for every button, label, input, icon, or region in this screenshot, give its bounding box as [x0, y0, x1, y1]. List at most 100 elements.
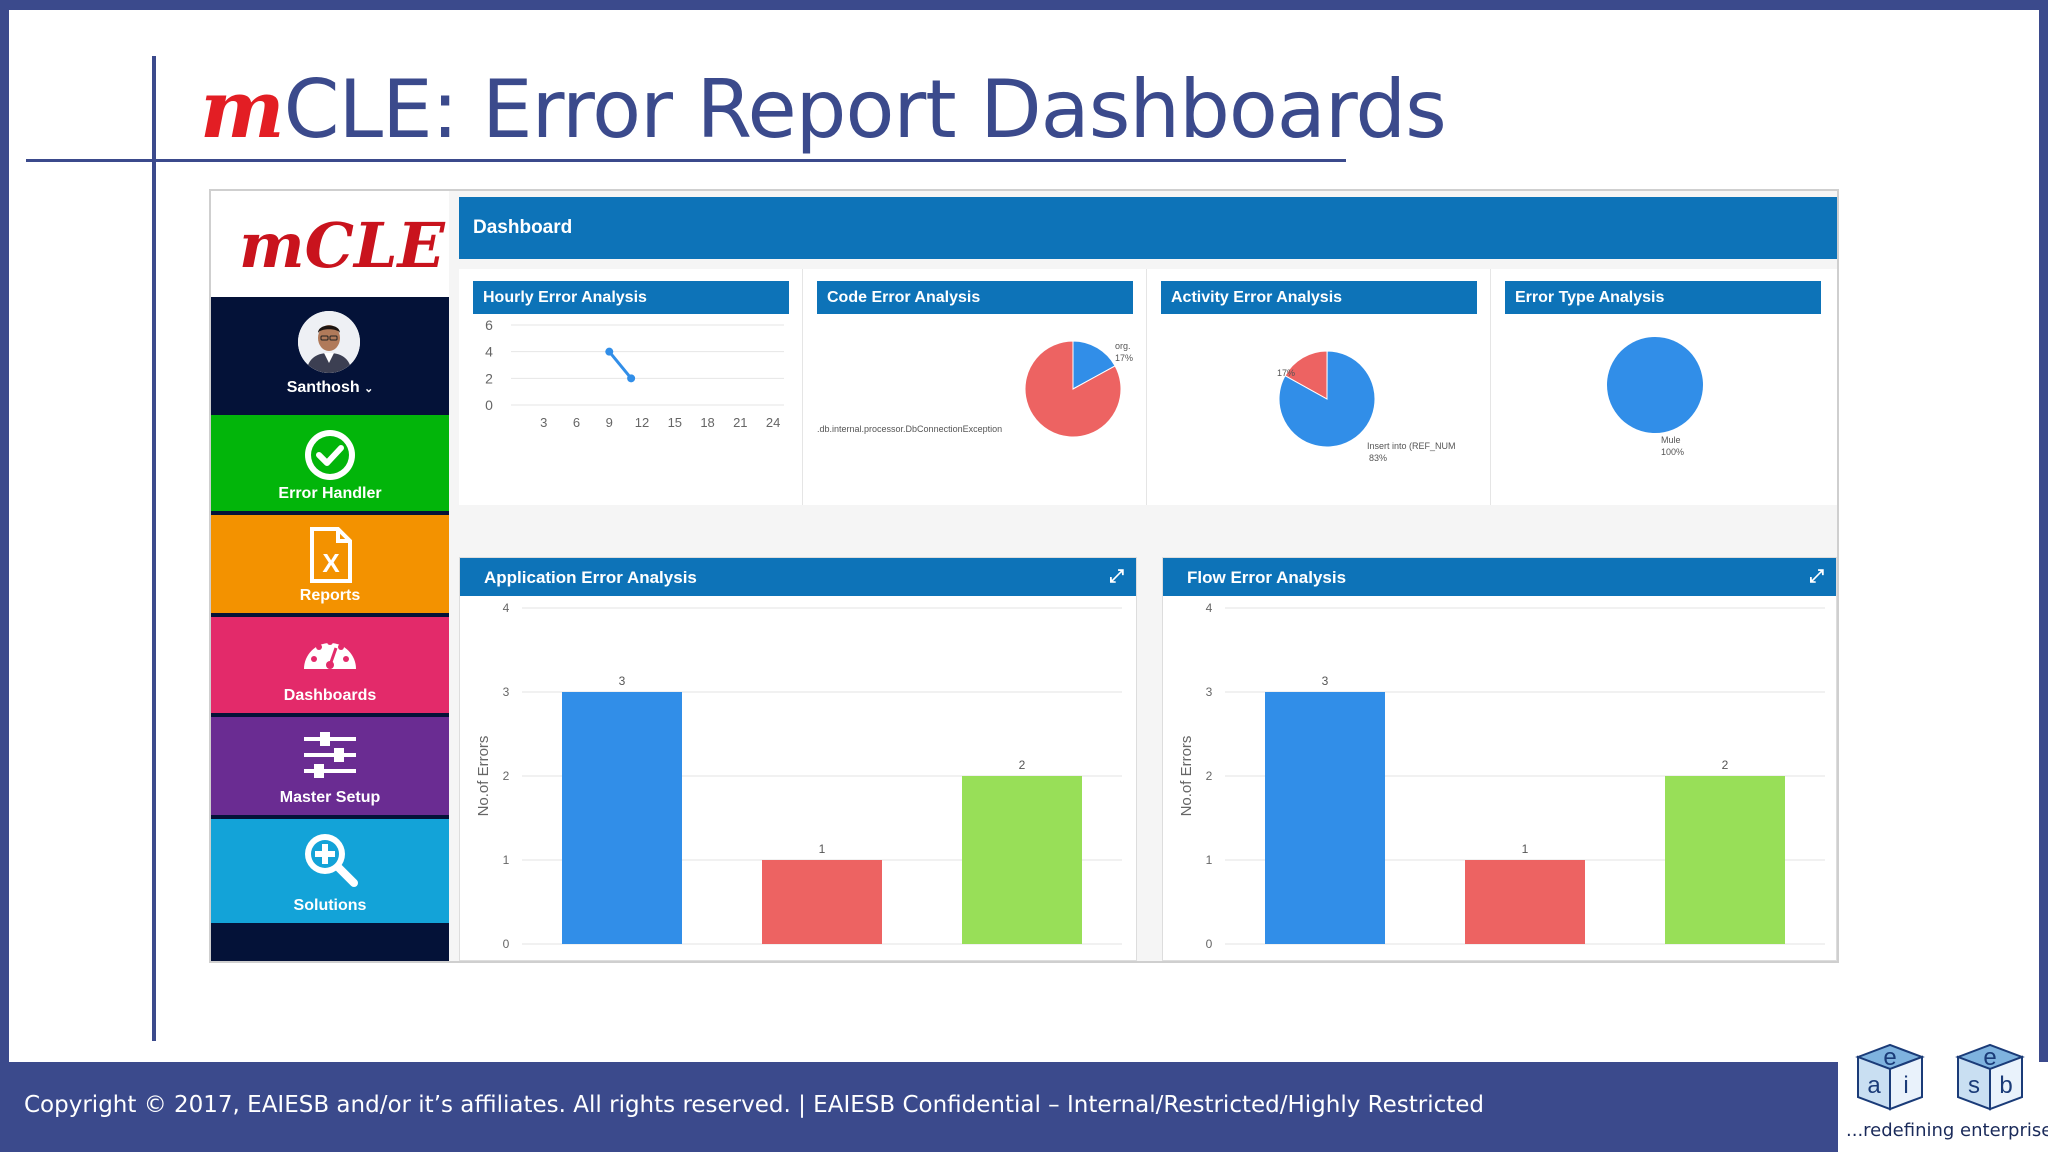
application-bar-chart[interactable]: 0 1 2 3 4 No.of Errors 3 1 2 — [460, 596, 1136, 960]
panel-title: Flow Error Analysis — [1187, 568, 1347, 587]
data-label: 3 — [619, 674, 626, 688]
panel-gap — [459, 505, 1837, 557]
bar — [562, 692, 682, 944]
sidebar-item-label: Dashboards — [283, 687, 377, 704]
sidebar-item-master-setup[interactable]: Master Setup — [211, 717, 449, 815]
data-point — [605, 347, 614, 356]
slice-percent: 17% — [1115, 353, 1133, 363]
sliders-icon — [304, 732, 356, 778]
sidebar-item-label: Reports — [299, 587, 361, 604]
expand-icon[interactable]: ⤢ — [1109, 566, 1124, 586]
flow-error-panel: Flow Error Analysis ⤢ 0 1 2 3 4 No.of Errors 3 1… — [1162, 557, 1837, 961]
bar — [762, 860, 882, 944]
dashboard-header: Dashboard — [459, 197, 1837, 259]
sidebar-item-reports[interactable]: X Reports — [211, 515, 449, 613]
pie-slice — [1607, 337, 1703, 433]
bar — [1265, 692, 1385, 944]
slice-label: Insert into (REF_NUM — [1367, 441, 1456, 451]
x-tick-label: 18 — [700, 415, 714, 430]
expand-icon[interactable]: ⤢ — [1809, 566, 1824, 586]
logo-letter: e — [1883, 1044, 1896, 1071]
series-line — [608, 350, 633, 380]
logo-letter: a — [1867, 1072, 1881, 1099]
y-tick-label: 4 — [485, 344, 493, 360]
x-tick-label: 24 — [766, 415, 780, 430]
activity-error-panel: Activity Error Analysis 17% Insert into (… — [1147, 269, 1491, 505]
y-tick-label: 0 — [485, 397, 493, 413]
title-vertical-rule — [152, 56, 156, 1041]
y-tick-label: 1 — [1206, 853, 1213, 867]
y-tick-label: 6 — [485, 317, 493, 333]
logo-letter: i — [1903, 1072, 1908, 1099]
y-tick-label: 4 — [503, 601, 510, 615]
flow-bar-chart[interactable]: 0 1 2 3 4 No.of Errors 3 1 2 — [1163, 596, 1836, 960]
x-tick-label: 9 — [606, 415, 613, 430]
panel-title: Error Type Analysis — [1505, 281, 1821, 314]
sidebar-item-label: Master Setup — [279, 789, 381, 806]
x-tick-label: 6 — [573, 415, 580, 430]
eaiesb-cubes-logo: e a i e s b — [1855, 1043, 2025, 1111]
left-border — [0, 0, 9, 1062]
y-tick-label: 2 — [485, 370, 493, 386]
title-text: CLE: Error Report Dashboards — [283, 63, 1447, 156]
code-pie-chart[interactable]: org. 17% .db.internal.processor.DbConnecti… — [803, 269, 1147, 505]
excel-file-icon: X — [310, 527, 352, 583]
summary-row: Hourly Error Analysis 0 2 4 6 3 6 9 12 15 18 21 24 … — [459, 269, 1837, 505]
avatar — [298, 311, 360, 373]
x-tick-label: 3 — [540, 415, 547, 430]
bar — [962, 776, 1082, 944]
pie-slice — [1024, 340, 1122, 438]
data-label: 3 — [1322, 674, 1329, 688]
y-tick-label: 0 — [503, 937, 510, 951]
panel-title-bar: Flow Error Analysis ⤢ — [1163, 558, 1836, 596]
user-name: Santhosh ⌄ — [211, 379, 449, 397]
title-m-prefix: m — [200, 62, 285, 156]
slice-label: Mule — [1661, 435, 1681, 445]
slice-percent: 17% — [1277, 368, 1295, 378]
app-screenshot: mCLE Santhosh ⌄ — [209, 189, 1839, 963]
y-tick-label: 3 — [1206, 685, 1213, 699]
logo-letter: e — [1983, 1044, 1996, 1071]
data-label: 2 — [1019, 758, 1026, 772]
bar — [1665, 776, 1785, 944]
y-axis-label: No.of Errors — [475, 736, 492, 817]
user-menu[interactable]: Santhosh ⌄ — [211, 297, 449, 405]
gauge-icon — [304, 639, 356, 669]
slide-title: mCLE: Error Report Dashboards — [200, 62, 1447, 156]
data-point — [627, 374, 636, 383]
chevron-down-icon: ⌄ — [364, 383, 374, 395]
sidebar: mCLE Santhosh ⌄ — [211, 191, 449, 961]
zoom-in-icon — [305, 834, 358, 887]
sidebar-item-solutions[interactable]: Solutions — [211, 819, 449, 923]
logo-tagline: ...redefining enterprise — [1846, 1120, 2048, 1141]
slice-percent: 83% — [1369, 453, 1387, 463]
y-tick-label: 0 — [1206, 937, 1213, 951]
x-tick-label: 12 — [635, 415, 649, 430]
check-circle-icon — [305, 430, 355, 480]
app-logo[interactable]: mCLE — [211, 191, 449, 297]
bar — [1465, 860, 1585, 944]
pie-slice — [1284, 350, 1328, 400]
title-underline — [26, 159, 1346, 162]
copyright-text: Copyright © 2017, EAIESB and/or it’s aff… — [24, 1092, 1485, 1118]
y-tick-label: 2 — [1206, 769, 1213, 783]
pie-slice — [1278, 350, 1376, 448]
slice-label: .db.internal.processor.DbConnectionExcep… — [817, 424, 1002, 434]
y-tick-label: 4 — [1206, 601, 1213, 615]
x-tick-label: 15 — [668, 415, 682, 430]
sidebar-item-label: Error Handler — [278, 485, 382, 502]
activity-pie-chart[interactable]: 17% Insert into (REF_NUM 83% — [1147, 269, 1491, 505]
sidebar-item-dashboards[interactable]: Dashboards — [211, 617, 449, 713]
error-type-pie-chart[interactable]: Mule 100% — [1491, 269, 1837, 505]
code-error-panel: Code Error Analysis org. 17% .db.internal.… — [803, 269, 1147, 505]
pie-slice — [1072, 340, 1116, 390]
svg-text:X: X — [322, 548, 340, 578]
error-type-panel: Error Type Analysis Mule 100% — [1491, 269, 1837, 505]
dashboard-title: Dashboard — [473, 217, 573, 238]
eaiesb-logo: e a i e s b ...redefining enterprise — [1838, 1043, 2048, 1152]
sidebar-item-label: Solutions — [293, 897, 367, 914]
sidebar-item-error-handler[interactable]: Error Handler — [211, 415, 449, 511]
y-tick-label: 1 — [503, 853, 510, 867]
